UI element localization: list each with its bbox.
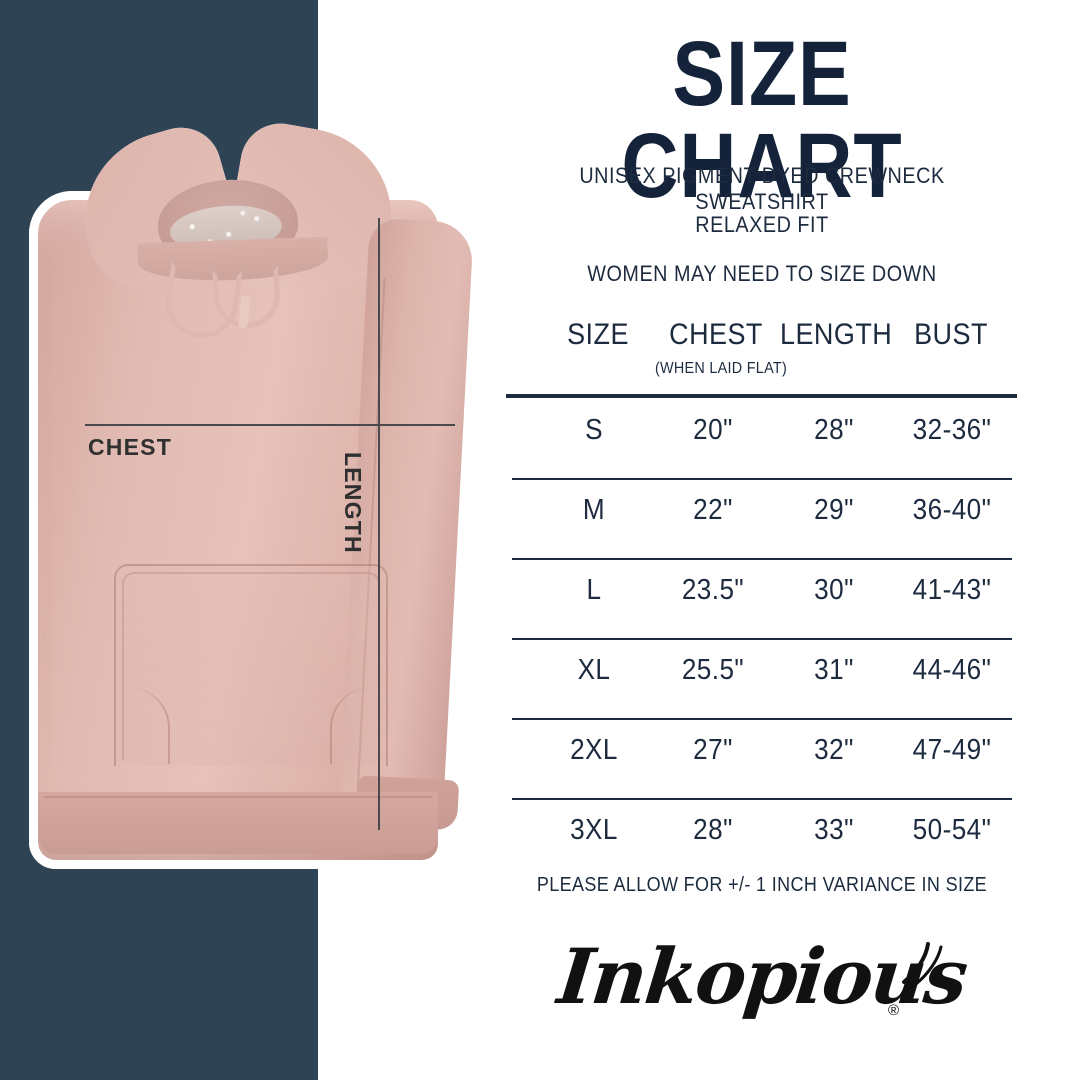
- length-measure-label: LENGTH: [340, 452, 366, 554]
- cell-bust: 41-43": [912, 574, 992, 606]
- cell-bust: 32-36": [912, 414, 992, 446]
- cell-chest: 28": [693, 814, 733, 846]
- table-row: S 20" 28" 32-36": [506, 400, 1018, 480]
- subtitle-sizing-advice: WOMEN MAY NEED TO SIZE DOWN: [587, 261, 937, 286]
- table-row: 2XL 27" 32" 47-49": [506, 720, 1018, 800]
- hem-seam: [44, 796, 432, 798]
- row-divider: [512, 638, 1012, 640]
- cell-bust: 47-49": [912, 734, 992, 766]
- brand-logo-flourish-icon: [902, 942, 943, 986]
- cell-length: 30": [814, 574, 854, 606]
- cell-size: M: [582, 494, 606, 526]
- pocket-opening-right: [330, 688, 386, 764]
- chest-measure-label: CHEST: [88, 434, 172, 460]
- sweatshirt-illustration: [18, 117, 500, 878]
- header-divider: [506, 394, 1017, 398]
- cell-size: S: [585, 414, 603, 446]
- table-row: XL 25.5" 31" 44-46": [506, 640, 1018, 720]
- table-row: 3XL 28" 33" 50-54": [506, 800, 1018, 880]
- cell-length: 33": [814, 814, 854, 846]
- garment-photo: CHEST LENGTH: [0, 0, 520, 1080]
- row-divider: [512, 798, 1012, 800]
- cell-size: 3XL: [570, 814, 618, 846]
- subtitle-fit: RELAXED FIT: [695, 212, 829, 237]
- chest-measure-line: [85, 424, 455, 426]
- cell-chest: 23.5": [681, 574, 745, 606]
- brand-logo: Inkopious ®: [506, 924, 1018, 1044]
- registered-trademark-icon: ®: [888, 1002, 900, 1019]
- pocket-opening-left: [114, 688, 170, 764]
- table-row: L 23.5" 30" 41-43": [506, 560, 1018, 640]
- cell-size: XL: [577, 654, 611, 686]
- row-divider: [512, 478, 1012, 480]
- page-title: SIZE CHART: [621, 23, 903, 217]
- row-divider: [512, 718, 1012, 720]
- cell-chest: 25.5": [681, 654, 745, 686]
- cell-length: 32": [814, 734, 854, 766]
- column-header-bust: BUST: [914, 318, 988, 351]
- subtitle-product: UNISEX PIGMENT DYED CREWNECK SWEATSHIRT: [579, 163, 945, 214]
- column-header-length: LENGTH: [780, 318, 893, 351]
- waistband-hem: [38, 792, 438, 854]
- cell-chest: 20": [693, 414, 733, 446]
- chart-content: SIZE CHART UNISEX PIGMENT DYED CREWNECK …: [506, 0, 1018, 1080]
- cell-length: 31": [814, 654, 854, 686]
- variance-disclaimer: PLEASE ALLOW FOR +/- 1 INCH VARIANCE IN …: [536, 874, 988, 896]
- cell-bust: 44-46": [912, 654, 992, 686]
- cell-length: 29": [814, 494, 854, 526]
- cell-length: 28": [814, 414, 854, 446]
- cell-bust: 36-40": [912, 494, 992, 526]
- row-divider: [512, 558, 1012, 560]
- cell-bust: 50-54": [912, 814, 992, 846]
- column-header-note: (WHEN LAID FLAT): [654, 360, 788, 377]
- table-header-row: SIZE CHEST LENGTH BUST (WHEN LAID FLAT): [506, 318, 1018, 398]
- cell-size: 2XL: [570, 734, 618, 766]
- table-body: S 20" 28" 32-36" M 22" 29" 36-40" L 23.5…: [506, 400, 1018, 880]
- table-row: M 22" 29" 36-40": [506, 480, 1018, 560]
- column-header-size: SIZE: [567, 318, 629, 351]
- cell-chest: 22": [693, 494, 733, 526]
- column-header-chest: CHEST: [669, 318, 763, 351]
- cell-chest: 27": [693, 734, 733, 766]
- cell-size: L: [586, 574, 602, 606]
- length-measure-line: [378, 218, 380, 830]
- size-table: SIZE CHEST LENGTH BUST (WHEN LAID FLAT) …: [506, 318, 1018, 846]
